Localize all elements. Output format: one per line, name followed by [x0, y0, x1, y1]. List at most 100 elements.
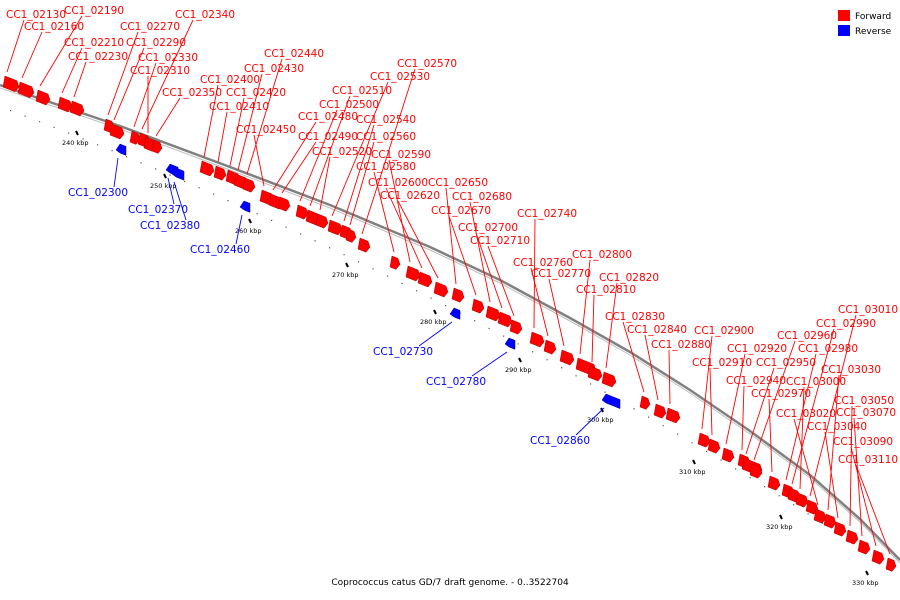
- forward-gene[interactable]: CC1_02740: [517, 208, 577, 348]
- reverse-gene-arrow[interactable]: [601, 393, 621, 409]
- forward-gene-arrow[interactable]: [389, 255, 401, 270]
- forward-gene[interactable]: CC1_02520: [312, 146, 372, 229]
- forward-gene-arrow[interactable]: [151, 139, 163, 154]
- forward-gene[interactable]: CC1_02590: [371, 149, 431, 282]
- reverse-gene-arrow[interactable]: [449, 307, 461, 320]
- forward-gene[interactable]: CC1_02760: [513, 257, 573, 355]
- forward-gene[interactable]: CC1_02440: [242, 48, 324, 193]
- forward-gene-arrow[interactable]: [405, 265, 421, 282]
- forward-gene-arrow[interactable]: [129, 130, 141, 145]
- forward-gene[interactable]: CC1_03070: [836, 407, 896, 555]
- reverse-gene-arrow[interactable]: [171, 167, 185, 181]
- forward-gene[interactable]: CC1_02210: [57, 37, 124, 113]
- forward-gene[interactable]: CC1_02190: [35, 5, 124, 106]
- forward-gene[interactable]: CC1_02670: [431, 205, 491, 314]
- forward-gene[interactable]: CC1_02560: [345, 131, 416, 243]
- forward-gene[interactable]: CC1_02910: [692, 357, 752, 454]
- forward-gene[interactable]: CC1_03000: [786, 376, 846, 508]
- forward-gene-arrow[interactable]: [795, 492, 809, 508]
- forward-gene[interactable]: CC1_03050: [834, 395, 894, 545]
- forward-gene[interactable]: CC1_02820: [599, 272, 659, 388]
- forward-gene-arrow[interactable]: [485, 305, 501, 322]
- forward-gene[interactable]: CC1_02500: [295, 99, 379, 220]
- forward-gene[interactable]: CC1_02350: [151, 87, 222, 154]
- forward-gene[interactable]: CC1_02840: [627, 324, 687, 419]
- forward-gene-arrow[interactable]: [497, 311, 513, 328]
- forward-gene-arrow[interactable]: [17, 81, 35, 99]
- forward-gene-arrow[interactable]: [653, 403, 667, 419]
- forward-gene[interactable]: CC1_02160: [17, 21, 84, 99]
- forward-gene[interactable]: CC1_02580: [356, 161, 416, 270]
- forward-gene[interactable]: CC1_02570: [357, 58, 457, 253]
- forward-gene-arrow[interactable]: [277, 196, 291, 212]
- forward-gene-arrow[interactable]: [871, 549, 885, 565]
- forward-gene-arrow[interactable]: [471, 298, 485, 314]
- forward-gene-arrow[interactable]: [697, 432, 711, 448]
- forward-gene[interactable]: CC1_02400: [199, 74, 260, 177]
- forward-gene[interactable]: CC1_02960: [749, 330, 837, 479]
- forward-gene[interactable]: CC1_03020: [776, 408, 836, 524]
- reverse-gene[interactable]: CC1_02730: [373, 307, 461, 358]
- forward-gene[interactable]: CC1_02810: [576, 284, 636, 382]
- reverse-gene[interactable]: CC1_02300: [68, 143, 128, 199]
- forward-gene-arrow[interactable]: [357, 237, 371, 253]
- forward-gene[interactable]: CC1_02770: [531, 268, 591, 366]
- forward-gene-arrow[interactable]: [433, 281, 449, 298]
- forward-gene-arrow[interactable]: [587, 365, 603, 382]
- forward-gene-arrow[interactable]: [845, 529, 859, 545]
- forward-gene[interactable]: CC1_02290: [109, 37, 186, 140]
- forward-gene[interactable]: CC1_02230: [68, 51, 128, 117]
- forward-gene-arrow[interactable]: [749, 463, 763, 479]
- forward-gene[interactable]: CC1_02530: [327, 71, 430, 236]
- forward-gene-arrow[interactable]: [639, 395, 651, 410]
- forward-gene[interactable]: CC1_02620: [380, 190, 449, 298]
- forward-gene[interactable]: CC1_02130: [2, 9, 66, 93]
- forward-gene-arrow[interactable]: [345, 228, 357, 243]
- forward-gene[interactable]: CC1_02990: [787, 318, 876, 503]
- forward-gene-arrow[interactable]: [665, 407, 681, 424]
- reverse-gene-arrow[interactable]: [115, 143, 127, 156]
- forward-gene-arrow[interactable]: [451, 287, 465, 303]
- forward-gene-arrow[interactable]: [69, 100, 85, 117]
- forward-gene-arrow[interactable]: [327, 219, 343, 236]
- forward-gene-arrow[interactable]: [543, 339, 557, 355]
- forward-gene[interactable]: CC1_02980: [781, 343, 858, 499]
- forward-gene[interactable]: CC1_02310: [130, 65, 190, 152]
- forward-gene-arrow[interactable]: [199, 160, 215, 177]
- forward-gene[interactable]: CC1_02680: [452, 191, 512, 322]
- forward-gene[interactable]: CC1_02410: [209, 101, 269, 181]
- forward-gene-arrow[interactable]: [857, 539, 871, 555]
- forward-gene[interactable]: CC1_02800: [572, 249, 632, 376]
- reverse-gene-arrow[interactable]: [504, 337, 516, 350]
- forward-gene[interactable]: CC1_02830: [605, 311, 665, 410]
- forward-gene[interactable]: CC1_02920: [721, 343, 787, 463]
- forward-gene-arrow[interactable]: [509, 319, 523, 335]
- forward-gene-arrow[interactable]: [417, 271, 433, 288]
- forward-gene[interactable]: CC1_02970: [751, 388, 811, 491]
- forward-gene-arrow[interactable]: [823, 513, 837, 529]
- forward-gene-arrow[interactable]: [813, 508, 827, 524]
- reverse-gene[interactable]: CC1_02780: [426, 337, 516, 388]
- forward-gene-arrow[interactable]: [109, 123, 125, 140]
- forward-gene[interactable]: CC1_02880: [651, 339, 711, 424]
- forward-gene[interactable]: CC1_02700: [458, 222, 518, 328]
- forward-gene[interactable]: CC1_02490: [277, 131, 358, 212]
- forward-gene[interactable]: CC1_03030: [821, 364, 881, 529]
- forward-gene[interactable]: CC1_03010: [805, 304, 898, 515]
- forward-gene-arrow[interactable]: [242, 177, 256, 193]
- forward-gene[interactable]: CC1_02650: [428, 177, 488, 303]
- forward-gene[interactable]: CC1_02450: [236, 124, 296, 206]
- forward-gene-arrow[interactable]: [35, 89, 51, 106]
- forward-gene[interactable]: CC1_02330: [129, 52, 198, 145]
- forward-gene-arrow[interactable]: [315, 213, 329, 229]
- forward-gene-arrow[interactable]: [295, 204, 309, 220]
- forward-gene-arrow[interactable]: [529, 331, 545, 348]
- forward-gene[interactable]: CC1_03090: [833, 436, 893, 565]
- forward-gene-arrow[interactable]: [707, 438, 721, 454]
- forward-gene[interactable]: CC1_02710: [470, 235, 530, 335]
- forward-gene[interactable]: CC1_02900: [694, 325, 754, 448]
- forward-gene-arrow[interactable]: [833, 521, 847, 537]
- forward-gene-arrow[interactable]: [213, 165, 227, 181]
- reverse-gene[interactable]: CC1_02460: [190, 200, 251, 256]
- forward-gene[interactable]: CC1_02600: [368, 177, 433, 288]
